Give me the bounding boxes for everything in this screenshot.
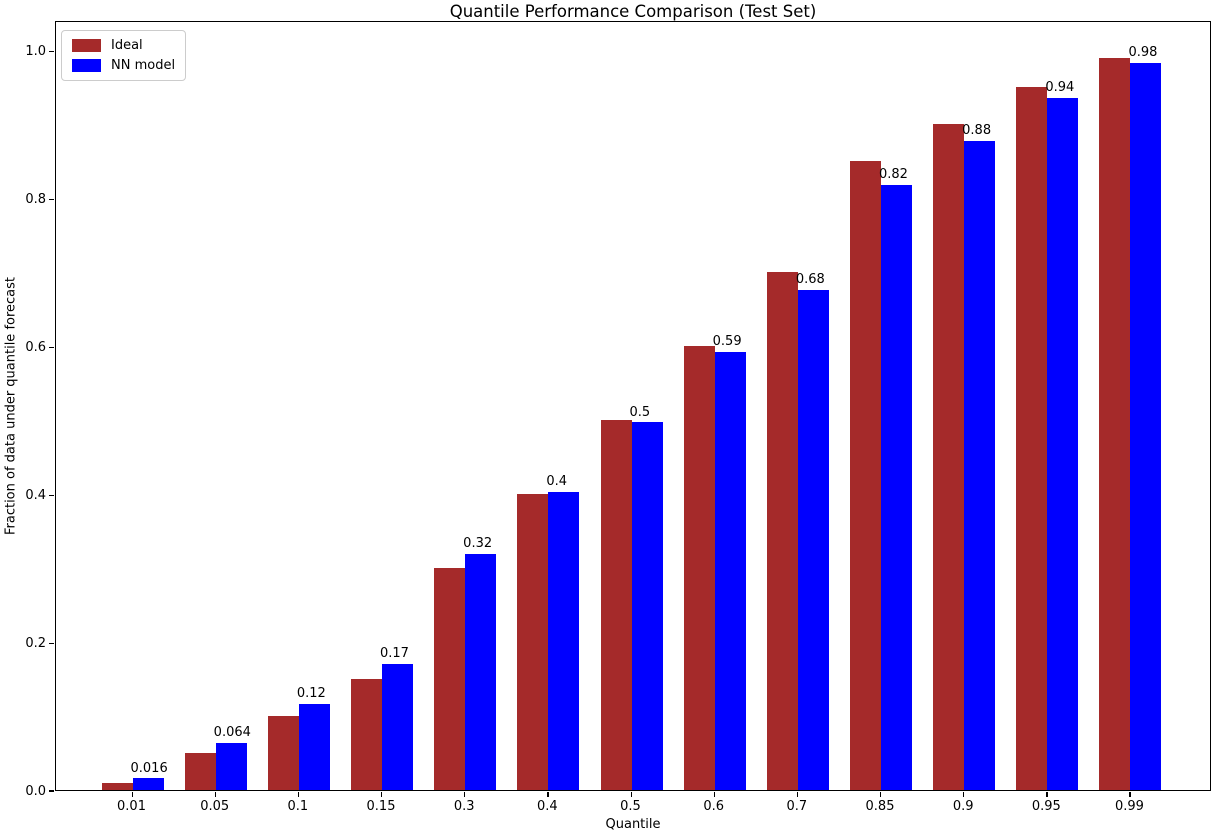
bar-ideal: [850, 161, 881, 790]
bar-value-label: 0.17: [380, 645, 409, 661]
x-tick-mark: [630, 792, 632, 797]
y-axis-label: Fraction of data under quantile forecast: [3, 276, 19, 536]
bar-ideal: [267, 716, 299, 790]
x-tick-mark: [381, 792, 383, 797]
y-tick-mark: [49, 198, 54, 200]
x-tick-mark: [713, 792, 715, 797]
legend-label-ideal: Ideal: [111, 38, 143, 53]
bar-value-label: 0.064: [213, 725, 251, 740]
x-tick-mark: [1129, 792, 1131, 797]
bar-nn-model: [382, 663, 413, 790]
x-tick-label: 0.4: [536, 799, 558, 814]
y-tick-label: 0.0: [25, 784, 46, 799]
x-tick-mark: [214, 792, 216, 797]
bar-value-label: 0.98: [1128, 45, 1158, 61]
legend-item-nn-model: NN model: [72, 59, 175, 72]
bar-ideal: [101, 782, 133, 790]
y-tick-mark: [49, 790, 54, 792]
bar-value-label: 0.82: [879, 167, 908, 183]
bar-ideal: [683, 346, 715, 790]
bar-value-label: 0.5: [629, 404, 651, 420]
x-tick-label: 0.95: [1031, 799, 1061, 814]
bar-nn-model: [465, 554, 497, 790]
x-axis-label: Quantile: [605, 817, 661, 832]
x-tick-mark: [796, 792, 799, 797]
x-tick-label: 0.7: [786, 799, 808, 814]
bar-value-label: 0.59: [712, 334, 742, 350]
x-tick-mark: [547, 792, 549, 797]
y-tick-label: 0.4: [25, 488, 46, 504]
y-tick-mark: [49, 50, 54, 52]
x-tick-label: 0.85: [865, 799, 895, 814]
bar-nn-model: [132, 778, 164, 790]
y-tick-label: 0.8: [25, 192, 46, 208]
x-tick-mark: [963, 792, 965, 797]
bar-value-label: 0.88: [962, 122, 992, 138]
bar-nn-model: [548, 491, 580, 790]
bar-nn-model: [797, 290, 829, 790]
legend-label-nn-model: NN model: [111, 58, 176, 73]
bar-ideal: [517, 494, 549, 790]
bar-nn-model: [714, 352, 746, 790]
x-tick-label: 0.5: [620, 799, 641, 814]
legend: Ideal NN model: [61, 30, 187, 81]
x-tick-label: 0.99: [1115, 799, 1144, 814]
bar-nn-model: [1130, 62, 1162, 790]
y-tick-label: 1.0: [25, 44, 46, 60]
x-tick-mark: [297, 792, 300, 797]
bar-nn-model: [881, 184, 912, 790]
bar-value-label: 0.12: [296, 685, 326, 701]
x-tick-mark: [880, 792, 882, 797]
bar-ideal: [933, 124, 965, 790]
y-tick-label: 0.6: [25, 340, 46, 356]
legend-swatch-nn-model-icon: [72, 59, 101, 72]
x-tick-label: 0.15: [366, 799, 396, 814]
x-tick-label: 0.1: [287, 799, 309, 814]
bar-value-label: 0.4: [546, 474, 568, 490]
bar-value-label: 0.94: [1045, 80, 1075, 95]
x-tick-mark: [131, 792, 133, 797]
bar-nn-model: [631, 422, 663, 790]
bar-value-label: 0.68: [795, 272, 825, 288]
bar-ideal: [351, 679, 382, 790]
bar-ideal: [184, 753, 216, 790]
bar-ideal: [766, 272, 798, 790]
bar-nn-model: [298, 703, 330, 790]
x-tick-label: 0.01: [117, 799, 146, 814]
legend-swatch-ideal-icon: [72, 39, 101, 52]
bar-nn-model: [964, 140, 996, 790]
plot-area: Ideal NN model 0.016 0.064 0.12 0.17 0.32 0.4…: [55, 21, 1211, 791]
bar-nn-model: [1047, 97, 1079, 790]
x-tick-label: 0.6: [703, 799, 724, 814]
chart-title: Quantile Performance Comparison (Test Se…: [449, 2, 817, 21]
x-tick-label: 0.3: [453, 799, 475, 814]
bar-ideal: [1016, 87, 1048, 790]
x-tick-label: 0.05: [200, 799, 230, 814]
y-tick-mark: [49, 642, 54, 644]
y-tick-label: 0.2: [25, 636, 46, 652]
bar-ideal: [434, 568, 466, 790]
x-tick-mark: [1046, 792, 1048, 797]
legend-item-ideal: Ideal: [72, 39, 175, 52]
x-tick-label: 0.9: [952, 799, 974, 814]
bar-nn-model: [215, 742, 247, 790]
bar-value-label: 0.32: [463, 536, 493, 552]
y-tick-mark: [49, 494, 54, 496]
bar-ideal: [600, 420, 632, 790]
x-tick-mark: [464, 792, 466, 797]
y-tick-mark: [49, 346, 54, 348]
bar-ideal: [1099, 57, 1131, 790]
bar-value-label: 0.016: [130, 760, 168, 776]
